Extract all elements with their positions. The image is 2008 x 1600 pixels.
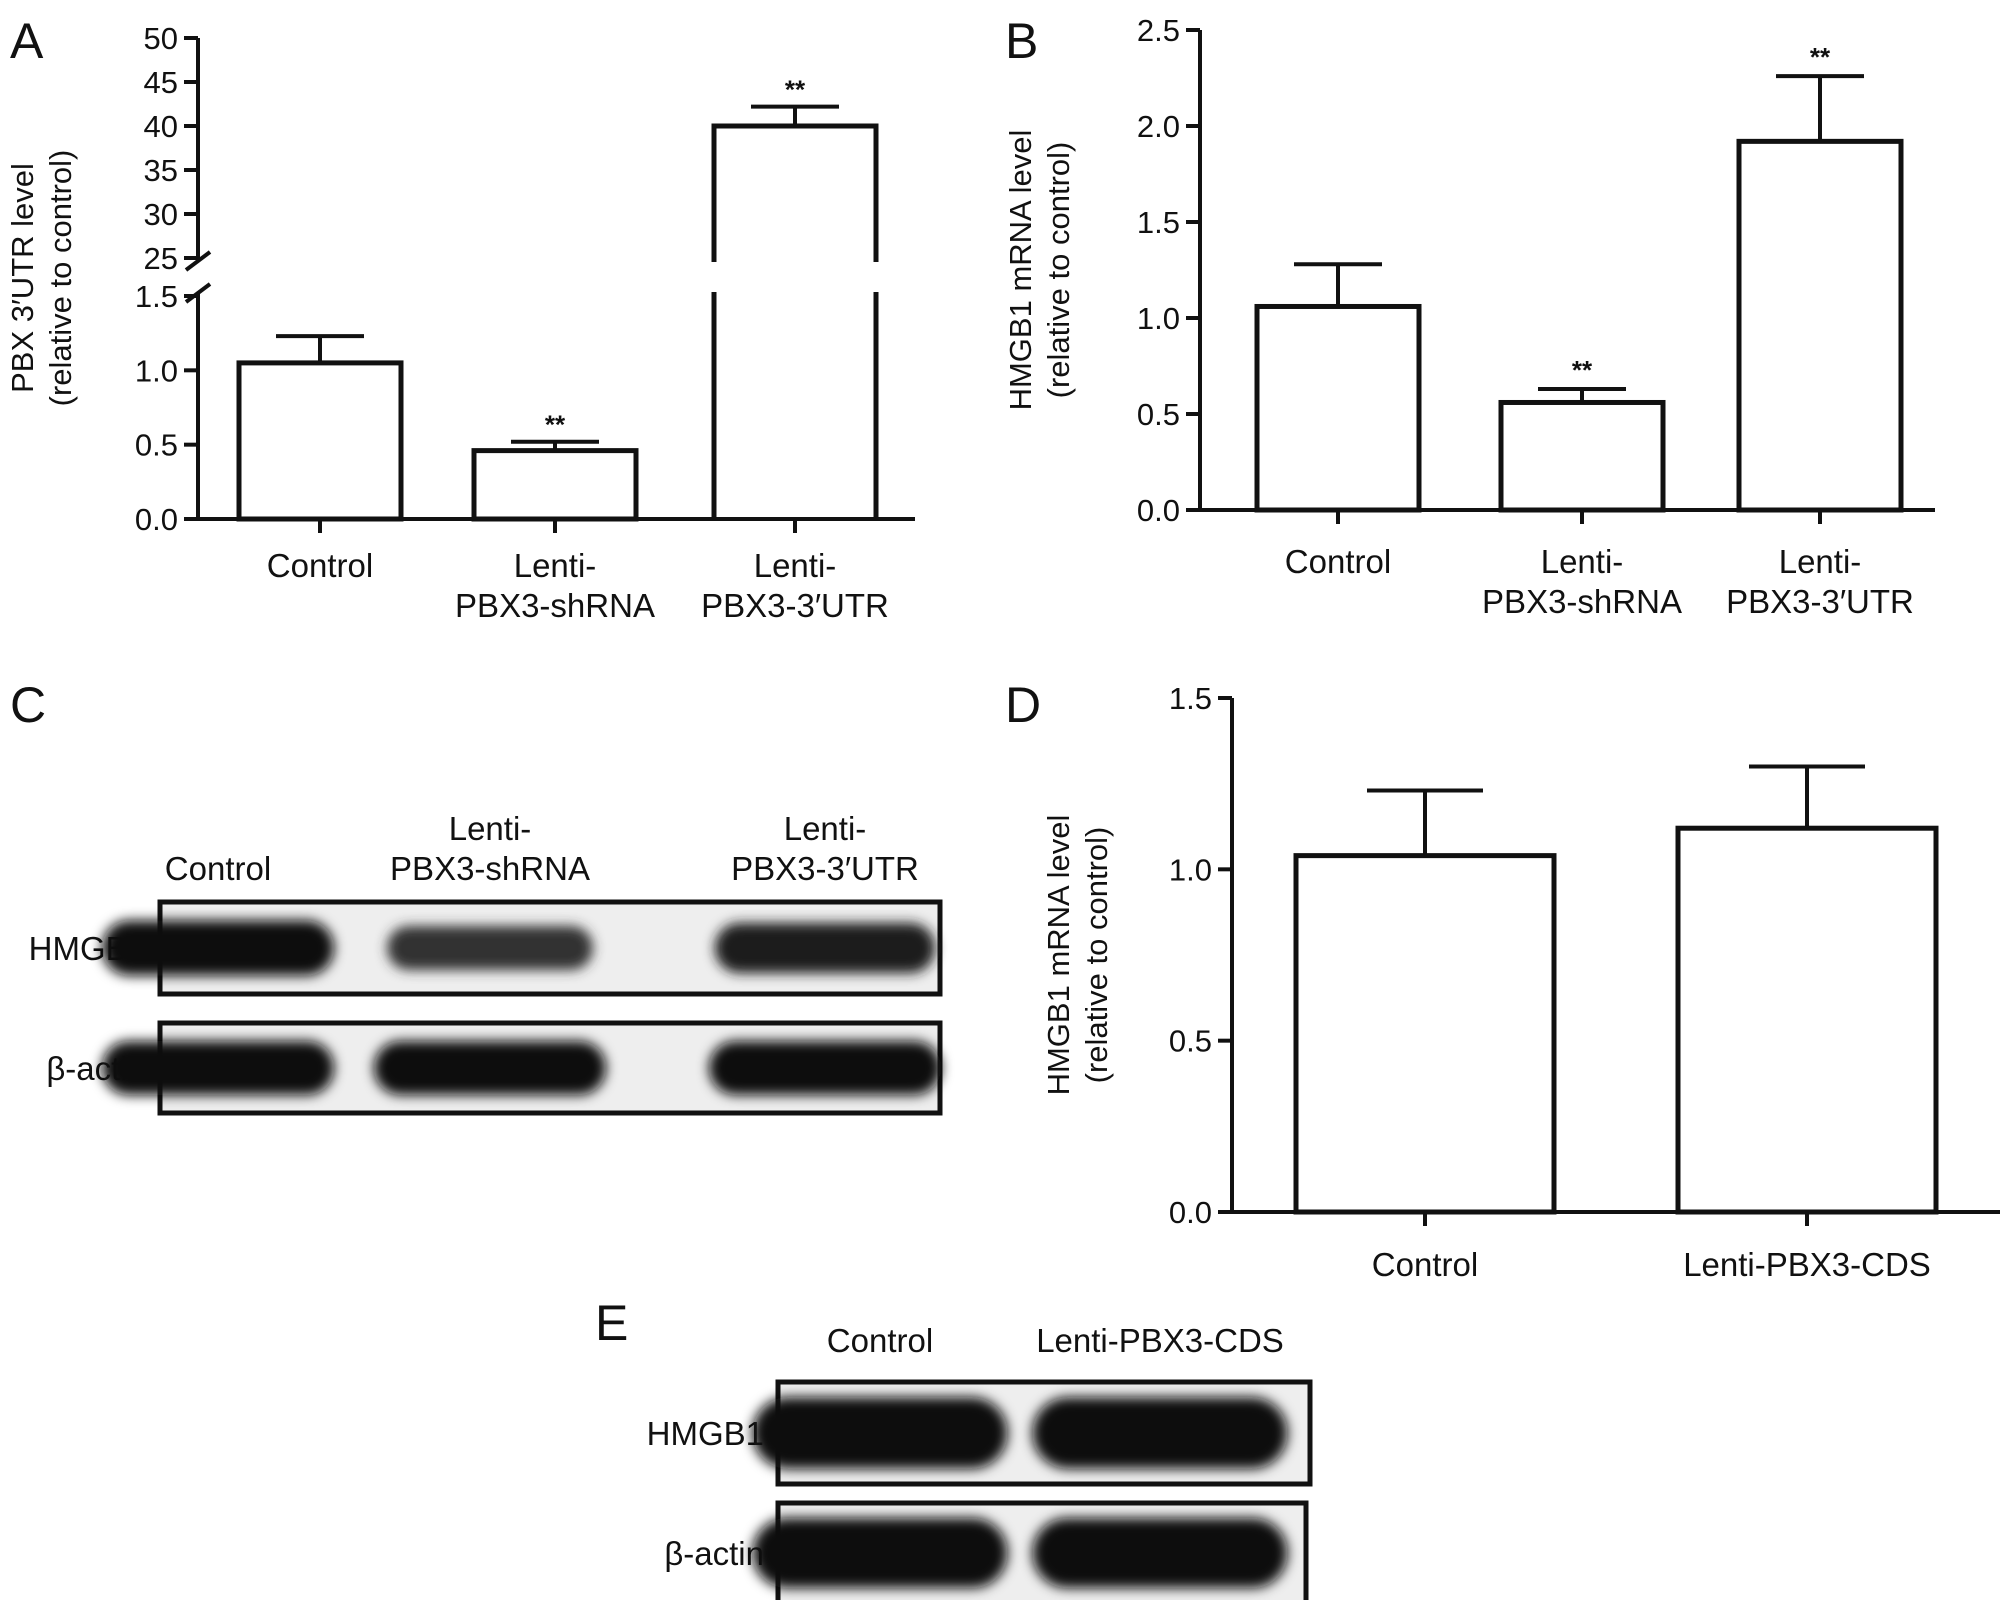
a-ylabel-line: (relative to control) (43, 150, 78, 407)
b-category-label: Lenti- (1541, 543, 1624, 580)
d-y-tick-label: 0.5 (1169, 1024, 1212, 1059)
d-category-label: Control (1372, 1246, 1478, 1283)
b-category-label: Control (1285, 543, 1391, 580)
panel-letter-d: D (1005, 677, 1041, 733)
c-band (102, 1041, 334, 1095)
e-lane-label: Lenti-PBX3-CDS (1036, 1322, 1284, 1359)
western-blot-c: ControlLenti-PBX3-shRNALenti-PBX3-3′UTRH… (29, 810, 943, 1116)
panel-letter-a: A (10, 13, 44, 69)
b-y-tick-label: 1.5 (1137, 205, 1180, 240)
b-y-tick-label: 0.5 (1137, 397, 1180, 432)
e-band (752, 1518, 1008, 1588)
d-ylabel-line: (relative to control) (1079, 827, 1114, 1084)
d-category-label: Lenti-PBX3-CDS (1683, 1246, 1931, 1283)
chart-b: 0.00.51.01.52.02.5****Control Lenti-PBX3-… (1003, 13, 1935, 620)
b-category-label: PBX3-shRNA (1482, 583, 1682, 620)
a-category-label: Lenti- (754, 547, 837, 584)
b-y-tick-label: 1.0 (1137, 301, 1180, 336)
c-band (387, 925, 593, 971)
e-lane-label: Control (827, 1322, 933, 1359)
b-significance-mark: ** (1810, 42, 1831, 72)
c-band (714, 922, 936, 974)
a-axis-break-mark (184, 282, 212, 304)
d-bar (1293, 853, 1557, 1215)
b-y-tick-label: 2.5 (1137, 13, 1180, 48)
c-band (374, 1041, 606, 1095)
c-lane-label: Lenti- (784, 810, 867, 847)
d-ylabel-line: HMGB1 mRNA level (1041, 815, 1076, 1096)
b-ylabel-line: (relative to control) (1041, 142, 1076, 399)
a-bar (711, 123, 879, 262)
c-band (102, 920, 334, 976)
b-category-label: PBX3-3′UTR (1726, 583, 1914, 620)
b-bar (1736, 138, 1904, 513)
b-bar (1498, 399, 1666, 513)
a-y-tick-label: 25 (144, 241, 178, 276)
western-blot-e: Control Lenti-PBX3-CDS HMGB1 β-actin (647, 1322, 1313, 1600)
a-bar-lower-part (711, 292, 879, 519)
d-bar (1675, 825, 1939, 1215)
chart-a: 0.0 0.5 1.0 1.525 30 35 40 45 50 ** ** Control Lenti… (5, 21, 915, 624)
a-y-tick-label: 40 (144, 109, 178, 144)
e-band (1032, 1397, 1288, 1469)
e-row-label: β-actin (664, 1535, 764, 1572)
a-y-tick-label: 1.0 (135, 353, 178, 388)
a-y-tick-label: 35 (144, 153, 178, 188)
b-significance-mark: ** (1572, 355, 1593, 385)
c-lane-label: PBX3-shRNA (390, 850, 590, 887)
d-y-tick-label: 1.5 (1169, 681, 1212, 716)
d-y-tick-label: 0.0 (1169, 1195, 1212, 1230)
a-y-tick-label: 1.5 (135, 279, 178, 314)
b-ylabel-line: HMGB1 mRNA level (1003, 130, 1038, 411)
c-lane-label: PBX3-3′UTR (731, 850, 919, 887)
a-significance-mark: ** (785, 75, 806, 105)
a-y-tick-label: 45 (144, 65, 178, 100)
a-y-tick-label: 30 (144, 197, 178, 232)
a-bar (236, 360, 404, 522)
panel-letter-e: E (595, 1295, 628, 1351)
c-lane-label: Control (165, 850, 271, 887)
panel-letter-c: C (10, 677, 46, 733)
a-category-label: PBX3-3′UTR (701, 587, 889, 624)
b-category-label: Lenti- (1779, 543, 1862, 580)
a-significance-mark: ** (545, 410, 566, 440)
a-category-label: PBX3-shRNA (455, 587, 655, 624)
c-band (709, 1041, 941, 1095)
e-band (1032, 1518, 1288, 1588)
c-lane-label: Lenti- (449, 810, 532, 847)
a-y-tick-label: 0.5 (135, 428, 178, 463)
a-y-tick-label: 50 (144, 21, 178, 56)
a-y-tick-label: 0.0 (135, 502, 178, 537)
a-axis-break-mark (184, 250, 212, 272)
d-y-tick-label: 1.0 (1169, 852, 1212, 887)
a-category-label: Control (267, 547, 373, 584)
a-bar (471, 448, 639, 522)
chart-d: 0.0 0.5 1.0 1.5 Control Lenti-PBX3-CDS HMGB1 m… (1041, 681, 2000, 1283)
a-ylabel-line: PBX 3′UTR level (5, 163, 40, 393)
e-row-label: HMGB1 (647, 1415, 764, 1452)
e-band (752, 1397, 1008, 1469)
a-category-label: Lenti- (514, 547, 597, 584)
b-y-tick-label: 2.0 (1137, 109, 1180, 144)
panel-letter-b: B (1005, 13, 1038, 69)
b-bar (1254, 303, 1422, 513)
b-y-tick-label: 0.0 (1137, 493, 1180, 528)
